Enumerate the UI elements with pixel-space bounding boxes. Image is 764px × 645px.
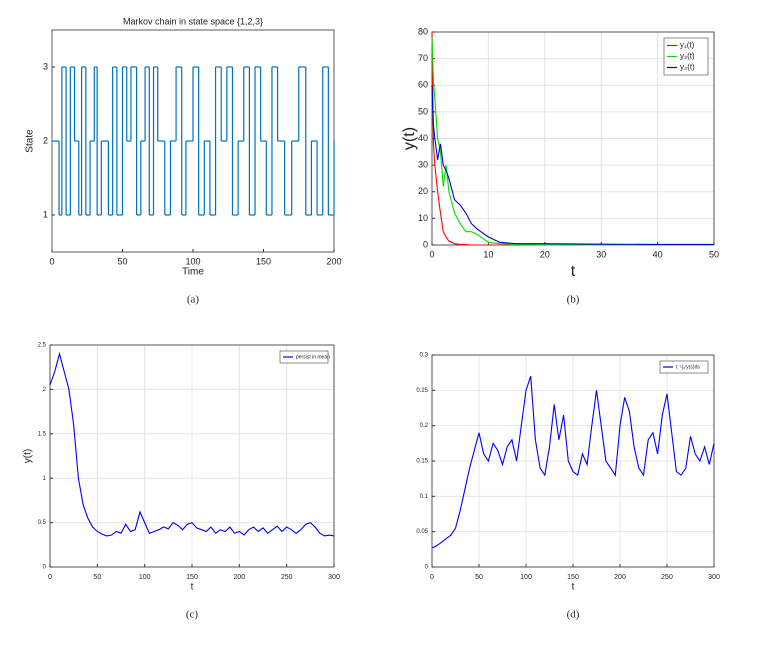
data-line — [431, 37, 714, 246]
x-axis-label: t — [571, 263, 576, 280]
y-axis-label: State — [25, 129, 36, 153]
legend-label: y₂(t) — [680, 52, 695, 61]
x-tick-label: 250 — [281, 574, 293, 581]
y-tick-label: 1 — [43, 209, 48, 219]
y-axis-label: y(t) — [23, 449, 34, 463]
chart-title: Markov chain in state space {1,2,3} — [123, 16, 263, 26]
caption: (c) — [186, 609, 199, 621]
x-tick-label: 0 — [430, 574, 434, 581]
x-tick-label: 50 — [709, 249, 719, 259]
x-tick-label: 300 — [708, 574, 720, 581]
y-tick-label: 30 — [418, 160, 428, 170]
y-tick-label: 0.15 — [416, 459, 428, 465]
y-tick-label: 0.2 — [420, 423, 429, 429]
y-tick-label: 0 — [423, 239, 428, 249]
x-tick-label: 150 — [567, 574, 579, 581]
y-tick-label: 20 — [418, 186, 428, 196]
step-end — [333, 140, 335, 142]
caption: (a) — [187, 294, 200, 306]
y-tick-label: 0.05 — [416, 529, 428, 535]
y-tick-label: 2.5 — [38, 343, 47, 349]
x-tick-label: 200 — [326, 256, 341, 266]
x-tick-label: 100 — [139, 574, 151, 581]
y-tick-label: 0.1 — [420, 494, 429, 500]
legend-label: y₃(t) — [680, 63, 695, 72]
plot-frame — [431, 354, 715, 568]
x-tick-label: 50 — [93, 574, 101, 581]
x-tick-label: 100 — [520, 574, 532, 581]
y-tick-label: 10 — [418, 213, 428, 223]
y-axis-label: y(t) — [401, 127, 418, 150]
y-tick-label: 2 — [43, 387, 47, 393]
x-tick-label: 20 — [540, 249, 550, 259]
x-tick-label: 150 — [186, 574, 198, 581]
x-tick-label: 40 — [653, 249, 663, 259]
y-tick-label: 60 — [418, 80, 428, 90]
legend-label: t⁻¹∫₀ᵗy(s)ds — [676, 364, 700, 370]
x-tick-label: 0 — [429, 249, 434, 259]
plot-frame — [49, 344, 335, 568]
x-tick-label: 250 — [661, 574, 673, 581]
caption: (b) — [567, 294, 580, 306]
x-tick-label: 10 — [483, 249, 493, 259]
y-tick-label: 0 — [43, 565, 47, 571]
y-tick-label: 80 — [418, 26, 428, 36]
x-axis-label: t — [191, 582, 194, 593]
x-tick-label: 150 — [256, 256, 271, 266]
x-axis-label: Time — [182, 267, 204, 278]
y-tick-label: 70 — [418, 53, 428, 63]
x-tick-label: 0 — [49, 256, 54, 266]
y-tick-label: 50 — [418, 106, 428, 116]
data-line — [431, 376, 715, 549]
x-tick-label: 50 — [475, 574, 483, 581]
x-tick-label: 200 — [233, 574, 245, 581]
x-tick-label: 100 — [185, 256, 200, 266]
y-tick-label: 0.5 — [38, 520, 47, 526]
caption: (d) — [567, 609, 580, 621]
x-tick-label: 30 — [596, 249, 606, 259]
data-line — [49, 351, 335, 537]
x-axis-label: t — [572, 582, 575, 593]
x-tick-label: 50 — [117, 256, 127, 266]
y-tick-label: 0.25 — [416, 388, 428, 394]
y-tick-label: 1 — [43, 476, 47, 482]
y-tick-label: 0 — [425, 565, 429, 571]
legend-label: persist in mean — [296, 354, 330, 360]
y-tick-label: 3 — [43, 61, 48, 71]
data-line — [431, 85, 714, 246]
y-tick-label: 1.5 — [38, 431, 47, 437]
y-tick-label: 0.3 — [420, 353, 429, 359]
legend-label: y₁(t) — [680, 41, 695, 50]
legend-box — [279, 350, 329, 364]
x-tick-label: 300 — [328, 574, 340, 581]
y-tick-label: 2 — [43, 135, 48, 145]
legend-box — [659, 360, 709, 374]
x-tick-label: 0 — [48, 574, 52, 581]
y-tick-label: 40 — [418, 133, 428, 143]
x-tick-label: 200 — [614, 574, 626, 581]
